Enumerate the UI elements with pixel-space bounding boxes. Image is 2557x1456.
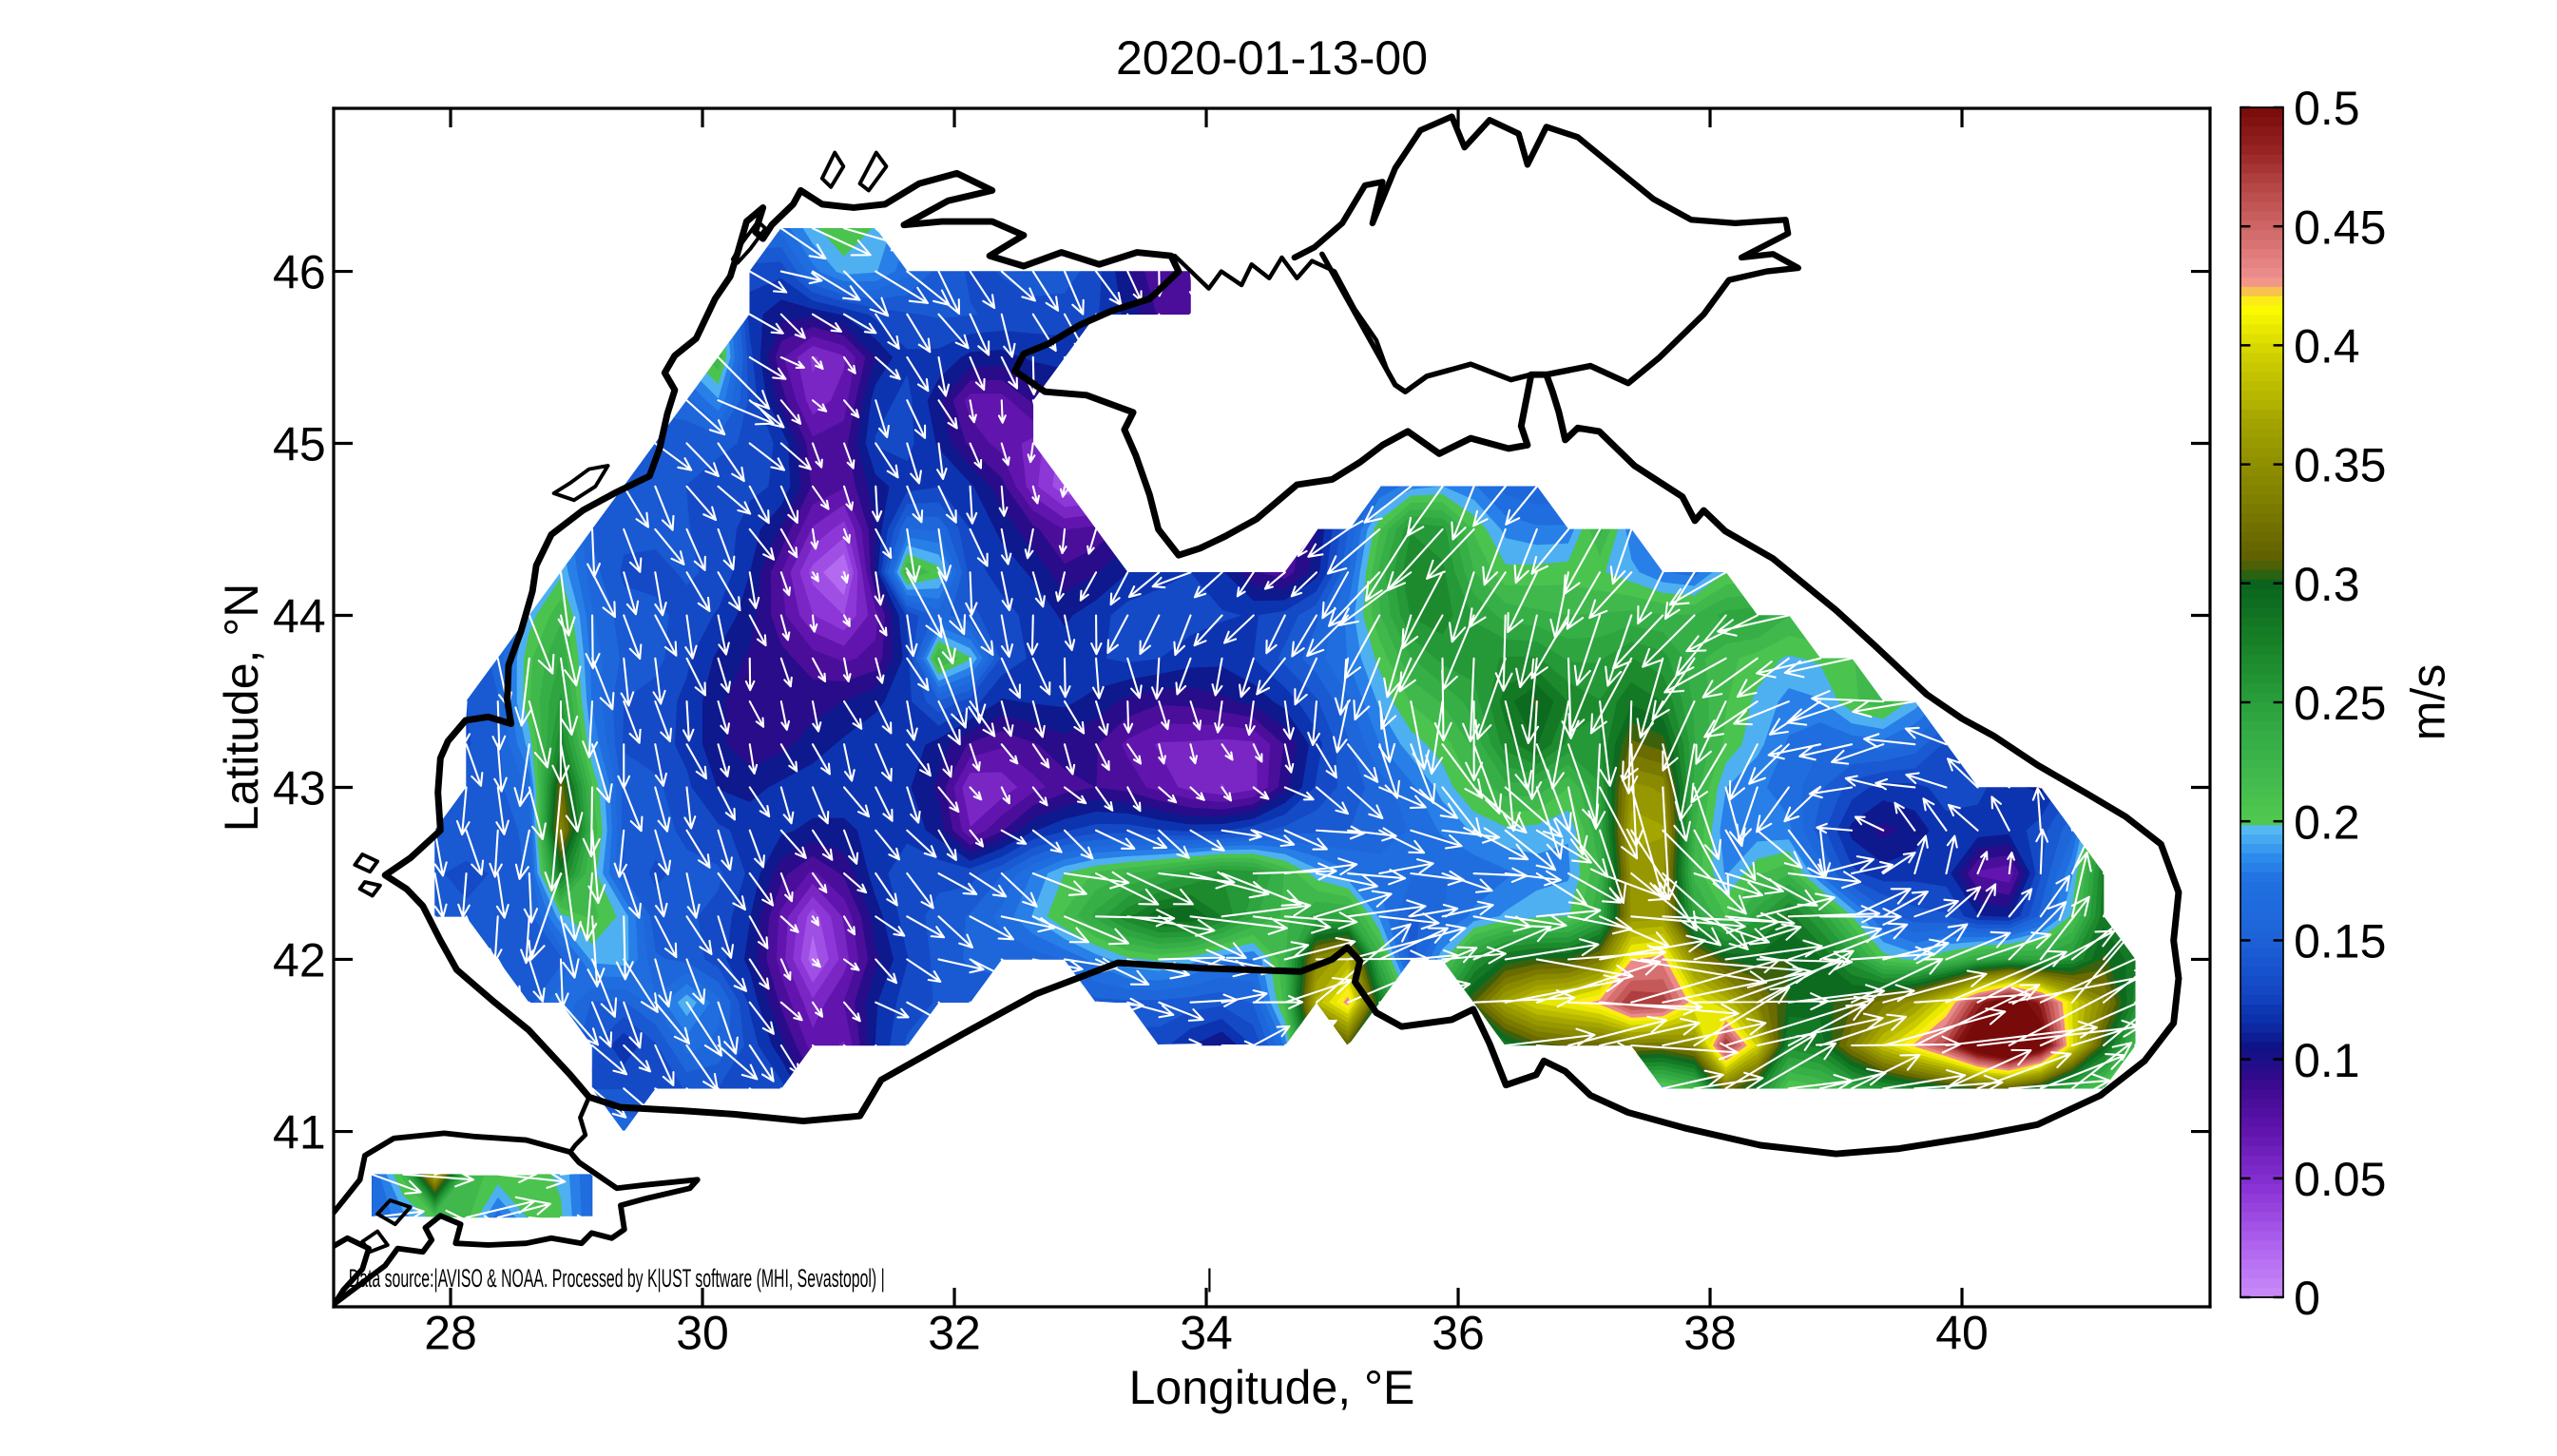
svg-text:45: 45 <box>273 418 326 471</box>
svg-text:38: 38 <box>1683 1307 1737 1360</box>
svg-text:43: 43 <box>273 762 326 815</box>
svg-text:32: 32 <box>928 1307 981 1360</box>
svg-text:28: 28 <box>424 1307 477 1360</box>
svg-text:Latitude, °N: Latitude, °N <box>215 584 268 833</box>
svg-text:42: 42 <box>273 934 326 987</box>
svg-text:m/s: m/s <box>2402 664 2455 741</box>
svg-text:|: | <box>1206 1263 1213 1293</box>
svg-text:0.15: 0.15 <box>2294 914 2386 967</box>
svg-text:2020-01-13-00: 2020-01-13-00 <box>1116 31 1428 85</box>
svg-text:41: 41 <box>273 1106 326 1159</box>
svg-text:36: 36 <box>1432 1307 1485 1360</box>
svg-text:Data source:|AVISO & NOAA. Pro: Data source:|AVISO & NOAA. Processed by … <box>349 1263 885 1293</box>
svg-text:0.1: 0.1 <box>2294 1034 2360 1087</box>
svg-text:46: 46 <box>273 246 326 299</box>
svg-text:0.35: 0.35 <box>2294 439 2386 492</box>
svg-text:34: 34 <box>1180 1307 1233 1360</box>
svg-text:0.45: 0.45 <box>2294 201 2386 254</box>
svg-text:0.2: 0.2 <box>2294 795 2360 849</box>
svg-text:30: 30 <box>676 1307 729 1360</box>
svg-text:0.05: 0.05 <box>2294 1153 2386 1206</box>
svg-text:Longitude, °E: Longitude, °E <box>1129 1361 1415 1414</box>
svg-text:44: 44 <box>273 590 326 643</box>
svg-text:0.4: 0.4 <box>2294 320 2360 374</box>
svg-text:0.5: 0.5 <box>2294 82 2360 135</box>
svg-text:0: 0 <box>2294 1272 2320 1325</box>
svg-text:0.25: 0.25 <box>2294 677 2386 730</box>
svg-text:0.3: 0.3 <box>2294 558 2360 611</box>
svg-text:40: 40 <box>1935 1307 1989 1360</box>
